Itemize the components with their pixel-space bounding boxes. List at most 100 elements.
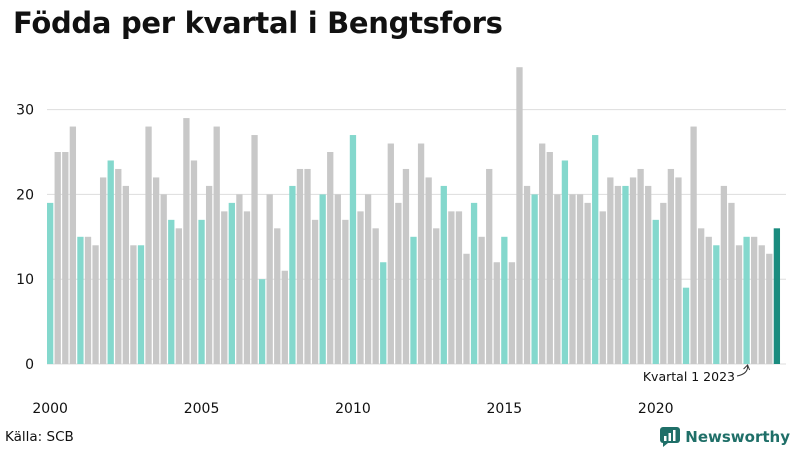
bar [705, 236, 712, 364]
bar [478, 236, 485, 364]
bar [637, 168, 644, 364]
bar [228, 202, 235, 364]
bar [629, 177, 637, 364]
bar [501, 236, 508, 364]
bar [622, 185, 629, 364]
bar [614, 185, 622, 364]
bar [69, 126, 77, 364]
bar [54, 152, 61, 364]
bar [357, 211, 364, 364]
bar [652, 219, 659, 364]
bar [584, 202, 591, 364]
bar [281, 270, 288, 364]
newsworthy-logo-icon [660, 427, 681, 447]
bar [539, 143, 546, 364]
bar [493, 262, 500, 364]
y-tick-label: 0 [25, 357, 34, 373]
bar [576, 194, 584, 364]
bar [448, 211, 455, 364]
bar [546, 152, 553, 364]
bar [773, 228, 781, 364]
bar [243, 211, 251, 364]
bar [296, 168, 304, 364]
y-tick-label: 20 [16, 187, 34, 203]
bar [554, 194, 561, 364]
bar [690, 126, 697, 364]
bar [168, 219, 175, 364]
bar [569, 194, 576, 364]
bar [372, 228, 379, 364]
bar [145, 126, 152, 364]
bar [175, 228, 182, 364]
bar [720, 185, 728, 364]
x-tick-label: 2015 [487, 401, 523, 417]
bar [99, 177, 107, 364]
annotation-label: Kvartal 1 2023 [643, 369, 735, 384]
bar [213, 126, 220, 364]
bar [349, 135, 357, 364]
bar [266, 194, 273, 364]
newsworthy-logo-text: Newsworthy [685, 428, 790, 446]
bar [561, 160, 569, 364]
bar [115, 168, 122, 364]
bar [183, 118, 190, 364]
bar [523, 185, 531, 364]
bar [743, 236, 750, 364]
bar [380, 262, 387, 364]
bar [319, 194, 326, 364]
bar [516, 67, 523, 364]
bar [198, 219, 205, 364]
bar [599, 211, 606, 364]
bar [258, 279, 266, 364]
bar [486, 168, 493, 364]
bar [160, 194, 167, 364]
bar [751, 236, 758, 364]
newsworthy-logo: Newsworthy [660, 427, 790, 447]
bar [470, 202, 478, 364]
bar [531, 194, 538, 364]
bar [251, 135, 258, 364]
annotation-arrow [736, 365, 749, 377]
x-tick-label: 2000 [32, 401, 68, 417]
bar [190, 160, 198, 364]
source-label: Källa: SCB [5, 429, 74, 445]
bar [152, 177, 160, 364]
x-tick-label: 2005 [184, 401, 220, 417]
bar [758, 245, 765, 364]
bar [698, 228, 705, 364]
annotation-arrowhead [743, 364, 751, 371]
bar [387, 143, 394, 364]
bar [236, 194, 243, 364]
bar [47, 202, 54, 364]
bar [402, 168, 410, 364]
bar [77, 236, 84, 364]
bar [410, 236, 417, 364]
bar [107, 160, 114, 364]
bar [463, 253, 470, 364]
bar [205, 185, 213, 364]
y-tick-label: 30 [16, 103, 34, 119]
bar [304, 168, 311, 364]
bar [137, 245, 145, 364]
bar [728, 202, 735, 364]
x-tick-label: 2010 [335, 401, 371, 417]
bar [289, 185, 296, 364]
bar [660, 202, 667, 364]
x-tick-label: 2020 [638, 401, 674, 417]
bar [62, 152, 69, 364]
bar [645, 185, 652, 364]
bar [274, 228, 281, 364]
bar [592, 135, 599, 364]
bar [425, 177, 432, 364]
bar [735, 245, 743, 364]
bar [221, 211, 228, 364]
bar [607, 177, 614, 364]
bar [342, 219, 349, 364]
bar [92, 245, 99, 364]
bar [440, 185, 447, 364]
bar [508, 262, 516, 364]
chart-title: Födda per kvartal i Bengtsfors [13, 6, 503, 40]
bar [713, 245, 720, 364]
bar [311, 219, 319, 364]
